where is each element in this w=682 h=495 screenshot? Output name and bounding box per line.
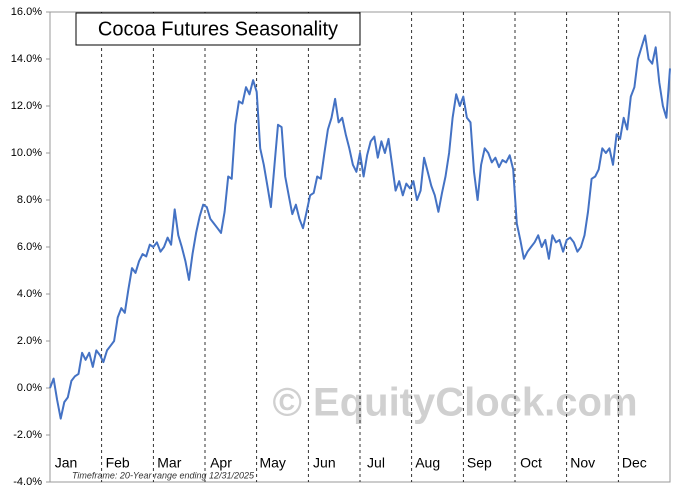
x-tick-label: Apr [210,455,232,471]
x-tick-label: Dec [622,455,647,471]
x-tick-label: Jun [313,455,336,471]
x-tick-label: Mar [157,455,181,471]
series-line [49,34,671,420]
x-tick-label: Oct [520,455,542,471]
x-tick-label: May [259,455,285,471]
y-tick-label: 16.0% [11,6,42,18]
x-tick-label: Nov [570,455,595,471]
x-tick-label: Aug [415,455,440,471]
x-tick-label: Sep [467,455,492,471]
title-box [75,12,361,46]
watermark: © EquityClock.com [272,381,637,425]
grid [101,12,619,482]
y-tick-label: 2.0% [17,335,42,347]
x-tick-label: Jul [367,455,385,471]
footnote: Timeframe: 20-Year range ending 12/31/20… [72,470,255,480]
y-tick-label: 10.0% [11,147,42,159]
y-tick-label: 14.0% [11,53,42,65]
y-tick-label: 12.0% [11,100,42,112]
y-tick-label: -2.0% [13,429,42,441]
y-tick-label: 0.0% [17,382,42,394]
x-tick-label: Feb [106,455,130,471]
x-tick-label: Jan [55,455,78,471]
y-tick-label: 8.0% [17,194,42,206]
y-tick-label: -4.0% [13,476,42,488]
y-tick-label: 4.0% [17,288,42,300]
y-tick-label: 6.0% [17,241,42,253]
chart-title: Cocoa Futures Seasonality [98,18,338,40]
